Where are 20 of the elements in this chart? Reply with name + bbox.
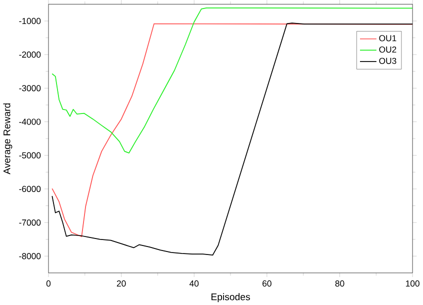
x-tick-label: 100 bbox=[406, 280, 420, 286]
legend-label: OU3 bbox=[379, 58, 396, 64]
x-tick-label: 80 bbox=[335, 280, 344, 286]
x-axis-title: Episodes bbox=[212, 293, 250, 302]
line-series bbox=[52, 7, 413, 154]
y-tick-label: -2000 bbox=[19, 51, 41, 58]
x-tick-label: 40 bbox=[189, 280, 199, 286]
y-tick-label: -4000 bbox=[19, 118, 41, 125]
y-tick-label: -1000 bbox=[19, 18, 41, 24]
legend-label: OU1 bbox=[379, 34, 396, 42]
x-tick-label: 0 bbox=[46, 280, 51, 286]
y-tick-label: -7000 bbox=[19, 219, 41, 226]
legend-label: OU2 bbox=[379, 46, 396, 52]
y-tick-label: -5000 bbox=[19, 152, 41, 158]
x-tick-label: 60 bbox=[262, 280, 272, 286]
y-tick-label: -6000 bbox=[19, 186, 41, 192]
y-tick-label: -8000 bbox=[19, 252, 41, 260]
x-tick-label: 20 bbox=[116, 280, 126, 286]
y-axis-title: Average Reward bbox=[3, 103, 12, 174]
y-tick-label: -3000 bbox=[19, 84, 41, 92]
